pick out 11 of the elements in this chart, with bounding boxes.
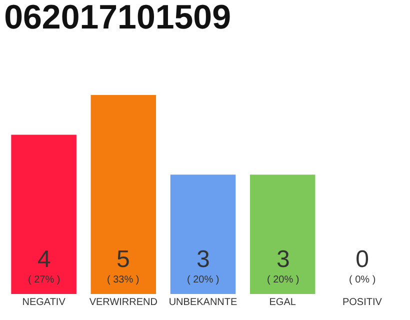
data-label: 5 ( 33% ) <box>107 246 140 286</box>
x-tick-label: POSITIV <box>342 297 382 308</box>
data-label: 3 ( 20% ) <box>267 246 300 286</box>
chart-title: 062017101509 <box>4 0 232 37</box>
x-tick-label: UNBEKANNTE <box>168 297 238 308</box>
data-label: 3 ( 20% ) <box>187 246 220 286</box>
x-tick-label: NEGATIV <box>22 297 66 308</box>
data-label: 4 ( 27% ) <box>28 246 60 286</box>
x-tick-label: EGAL <box>269 297 296 308</box>
data-label: 0 ( 0% ) <box>349 246 376 286</box>
x-tick-label: VERWIRREND <box>89 297 158 308</box>
